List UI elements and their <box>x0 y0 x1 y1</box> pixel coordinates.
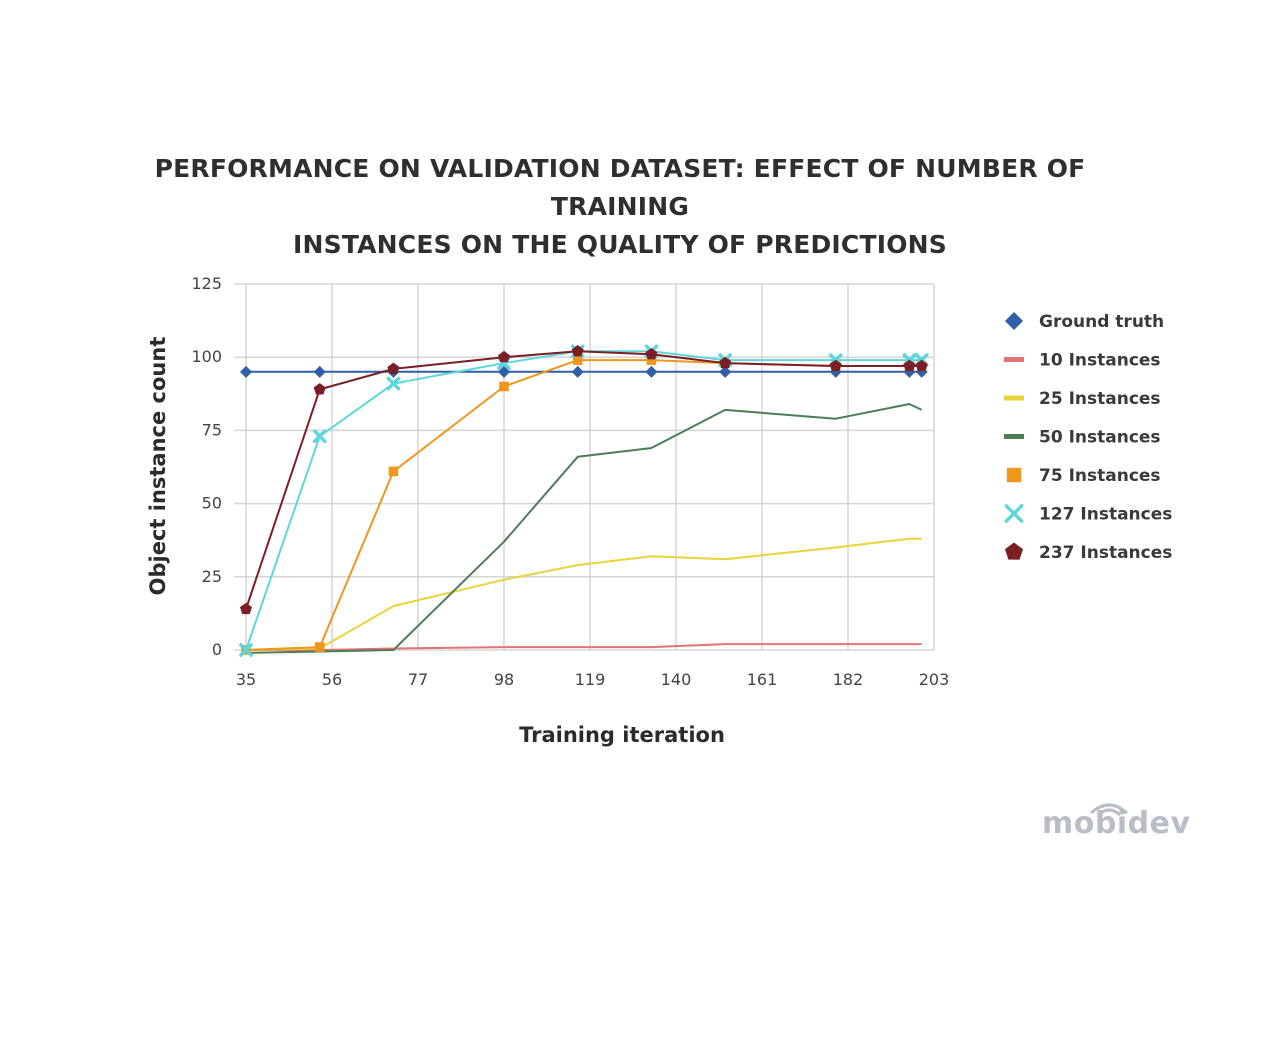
data-point-cross <box>1004 504 1024 523</box>
x-tick-label: 35 <box>236 670 256 689</box>
series-line <box>245 350 922 610</box>
data-point-square <box>388 466 399 477</box>
legend-label: 25 Instances <box>1039 389 1161 409</box>
chart-title-line-2: INSTANCES ON THE QUALITY OF PREDICTIONS <box>292 230 948 259</box>
legend-label: 127 Instances <box>1039 505 1172 525</box>
legend-swatch <box>1004 357 1024 362</box>
data-point-square <box>1006 467 1022 483</box>
data-point-pentagon <box>915 359 928 372</box>
chart-series <box>239 344 929 657</box>
data-point-pentagon <box>645 348 658 360</box>
data-point-diamond <box>1005 312 1023 330</box>
x-axis-label: Training iteration <box>519 723 725 747</box>
mobidev-logo: mobidev <box>1042 806 1191 841</box>
data-point-pentagon <box>903 359 916 372</box>
data-point-pentagon <box>240 602 252 615</box>
legend-item: 237 Instances <box>1005 542 1172 563</box>
series-237-instances <box>240 345 928 615</box>
data-point-square <box>314 642 325 652</box>
legend-item: 10 Instances <box>1004 351 1161 371</box>
x-tick-label: 140 <box>661 670 692 689</box>
series-line <box>245 350 922 651</box>
y-axis-label: Object instance count <box>146 337 170 596</box>
series-75-instances <box>241 355 927 655</box>
legend-label: 237 Instances <box>1039 543 1172 563</box>
data-point-square <box>499 381 509 392</box>
y-tick-label: 75 <box>202 420 222 439</box>
legend-label: 50 Instances <box>1039 428 1161 448</box>
data-point-pentagon <box>1005 542 1023 560</box>
series-127-instances <box>239 344 929 657</box>
data-point-diamond <box>240 365 252 378</box>
chart-grid <box>234 283 935 651</box>
data-point-diamond <box>571 365 584 378</box>
legend-item: 127 Instances <box>1004 504 1172 525</box>
legend-swatch <box>1004 434 1024 439</box>
data-point-pentagon <box>313 383 326 395</box>
data-point-cross <box>386 376 401 391</box>
series-line <box>245 537 922 651</box>
series-ground-truth <box>240 365 928 378</box>
y-tick-label: 100 <box>191 347 222 366</box>
data-point-pentagon <box>498 350 510 363</box>
series-line <box>245 403 923 654</box>
data-point-square <box>572 355 583 365</box>
series-25-instances <box>245 537 922 651</box>
data-point-diamond <box>645 365 658 378</box>
chart-axes: 35 56 77 98 119 140 161 182 203 0 25 50 75 100 125 <box>191 274 949 689</box>
series-line <box>246 643 922 651</box>
x-tick-label: 161 <box>747 670 778 689</box>
x-tick-label: 203 <box>919 670 950 689</box>
series-50-instances <box>245 403 923 654</box>
data-point-diamond <box>719 365 732 378</box>
data-point-diamond <box>313 365 326 378</box>
legend-item: 75 Instances <box>1006 466 1161 486</box>
chart-title-line-1: PERFORMANCE ON VALIDATION DATASET: EFFEC… <box>154 154 1086 221</box>
x-tick-label: 77 <box>408 670 428 689</box>
series-10-instances <box>246 643 922 651</box>
data-point-cross <box>239 643 253 657</box>
legend-item: 50 Instances <box>1004 428 1161 448</box>
data-point-square <box>646 355 657 365</box>
series-line <box>245 359 922 651</box>
x-tick-label: 182 <box>833 670 864 689</box>
y-tick-label: 50 <box>202 494 222 513</box>
data-point-pentagon <box>829 359 842 372</box>
x-tick-label: 119 <box>575 670 606 689</box>
x-tick-label: 56 <box>322 670 342 689</box>
legend-swatch <box>1004 395 1024 401</box>
y-tick-label: 125 <box>191 274 222 293</box>
data-point-pentagon <box>719 356 732 369</box>
legend-label: Ground truth <box>1039 312 1164 332</box>
x-tick-label: 98 <box>494 670 514 689</box>
chart-title: PERFORMANCE ON VALIDATION DATASET: EFFEC… <box>90 150 1150 264</box>
chart-legend: Ground truth 10 Instances 25 Instances 50 I… <box>1004 312 1172 563</box>
y-tick-label: 0 <box>212 640 222 659</box>
legend-label: 10 Instances <box>1039 351 1161 371</box>
data-point-diamond <box>498 365 510 378</box>
data-point-cross <box>312 429 327 444</box>
legend-item: Ground truth <box>1005 312 1164 332</box>
y-tick-label: 25 <box>202 567 222 586</box>
data-point-pentagon <box>571 345 584 357</box>
legend-label: 75 Instances <box>1039 466 1161 486</box>
legend-item: 25 Instances <box>1004 389 1161 409</box>
wifi-arc-icon <box>1090 803 1128 817</box>
data-point-pentagon <box>387 362 400 374</box>
